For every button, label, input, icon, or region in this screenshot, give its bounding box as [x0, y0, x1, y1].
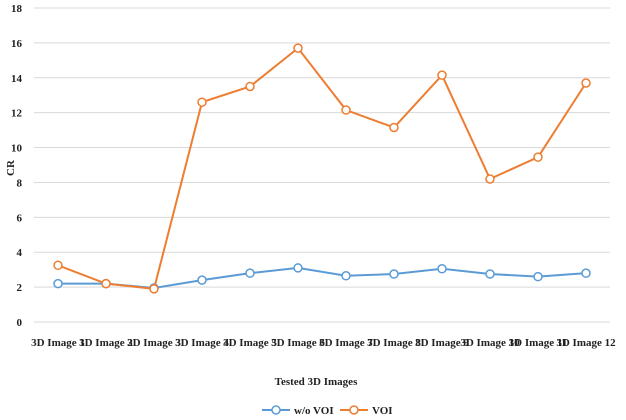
data-point: [197, 97, 207, 107]
data-point: [245, 81, 255, 92]
series-line-1: [57, 46, 587, 290]
x-tick-label: 3D Image 12: [556, 337, 616, 349]
data-point: [533, 152, 543, 162]
series-line-0: [58, 266, 587, 289]
data-point: [53, 260, 63, 271]
x-tick-label: 3D Image 11: [509, 337, 568, 349]
y-tick-label: 2: [17, 282, 23, 294]
y-tick-label: 8: [17, 177, 23, 189]
data-point: [389, 122, 399, 133]
data-point: [485, 174, 495, 184]
x-tick-label: 3D Image 6: [271, 337, 325, 349]
data-point: [149, 284, 159, 294]
y-tick-label: 14: [11, 73, 23, 85]
x-tick-label: 3D Image 7: [319, 337, 373, 349]
data-point: [245, 268, 255, 278]
data-point: [485, 269, 495, 279]
legend-label: VOI: [372, 405, 393, 417]
y-tick-label: 16: [11, 38, 23, 50]
legend-marker-0: [271, 405, 281, 415]
data-point: [533, 271, 543, 282]
y-tick-label: 12: [11, 108, 23, 120]
data-point: [341, 271, 351, 281]
y-tick-labels: 0 2 4 6 8 10 12 14 16 18: [11, 3, 23, 329]
x-tick-labels: 3D Image 13D Image 23D Image 33D Image 4…: [31, 337, 616, 349]
x-tick-label: 3D Image 1: [31, 337, 85, 349]
data-point: [437, 70, 447, 80]
legend-label: w/o VOI: [294, 405, 334, 417]
x-tick-label: 3D Image 5: [223, 337, 277, 349]
legend: w/o VOI VOI: [262, 405, 393, 417]
data-point: [101, 278, 111, 289]
y-axis-title: CR: [5, 159, 17, 176]
y-tick-label: 18: [11, 3, 23, 15]
x-tick-label: 3D Image 4: [175, 337, 229, 349]
data-point: [53, 278, 63, 289]
y-tick-label: 6: [17, 212, 23, 224]
x-axis-title: Tested 3D Images: [275, 376, 358, 388]
data-point: [197, 275, 207, 285]
data-point: [581, 268, 591, 278]
x-tick-label: 3D Image 10: [460, 337, 520, 349]
data-point: [389, 269, 399, 279]
series-lines: [53, 43, 591, 294]
x-tick-label: 3D Image 9: [415, 337, 469, 349]
legend-marker-1: [349, 405, 359, 415]
data-point: [581, 78, 591, 88]
y-tick-label: 4: [17, 247, 23, 259]
data-point: [293, 43, 303, 53]
data-point: [293, 263, 303, 273]
x-tick-label: 3D Image 3: [127, 337, 181, 349]
data-point: [437, 264, 447, 274]
data-point: [341, 105, 351, 115]
y-tick-label: 0: [17, 317, 23, 329]
y-tick-label: 10: [11, 143, 23, 155]
x-tick-label: 3D Image 8: [367, 337, 421, 349]
x-tick-label: 3D Image 2: [79, 337, 133, 349]
